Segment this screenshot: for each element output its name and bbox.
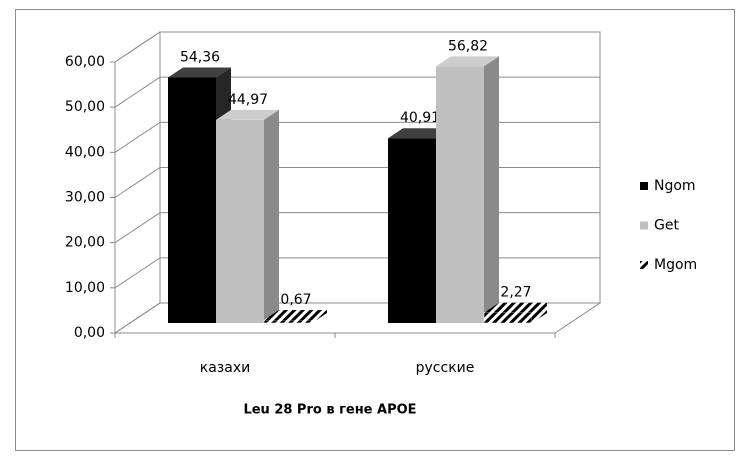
legend-swatch <box>640 221 648 230</box>
bar <box>168 77 216 323</box>
y-tick-label: 20,00 <box>65 235 105 251</box>
y-tick-label: 0,00 <box>74 325 105 341</box>
value-label: 2,27 <box>500 285 531 301</box>
bar-top <box>484 302 547 313</box>
x-axis-title: Leu 28 Pro в гене APOE <box>243 403 416 418</box>
bar-top <box>216 109 279 120</box>
y-tick-label: 60,00 <box>65 54 105 70</box>
bar-side <box>532 302 547 323</box>
bar-top <box>388 128 451 139</box>
bar <box>388 138 436 323</box>
bar-top <box>436 56 499 67</box>
bar <box>483 312 533 324</box>
y-tick-label: 30,00 <box>65 190 105 206</box>
bar <box>263 319 313 324</box>
y-tick-label: 40,00 <box>65 144 105 160</box>
y-tick-label: 10,00 <box>65 280 105 296</box>
value-label: 40,91 <box>400 110 440 126</box>
x-tick-label: казахи <box>200 360 250 376</box>
value-label: 56,82 <box>448 38 488 54</box>
x-tick-label: русские <box>416 360 475 376</box>
legend-label: Mgom <box>654 257 697 273</box>
value-label: 54,36 <box>180 49 220 65</box>
bar-side <box>312 309 327 323</box>
bar-top <box>168 67 231 78</box>
legend-swatch <box>640 182 648 190</box>
legend-label: Get <box>654 218 679 234</box>
bar-side <box>264 109 279 323</box>
grid-line <box>114 31 600 63</box>
bar-side <box>484 56 499 323</box>
value-label: 44,97 <box>228 92 268 108</box>
bar <box>216 119 264 323</box>
bar-top <box>264 309 327 320</box>
value-label: 0,67 <box>280 292 311 308</box>
legend-swatch <box>640 261 648 269</box>
y-tick-label: 50,00 <box>65 99 105 115</box>
legend-label: Ngom <box>654 178 696 194</box>
bar <box>436 66 484 323</box>
